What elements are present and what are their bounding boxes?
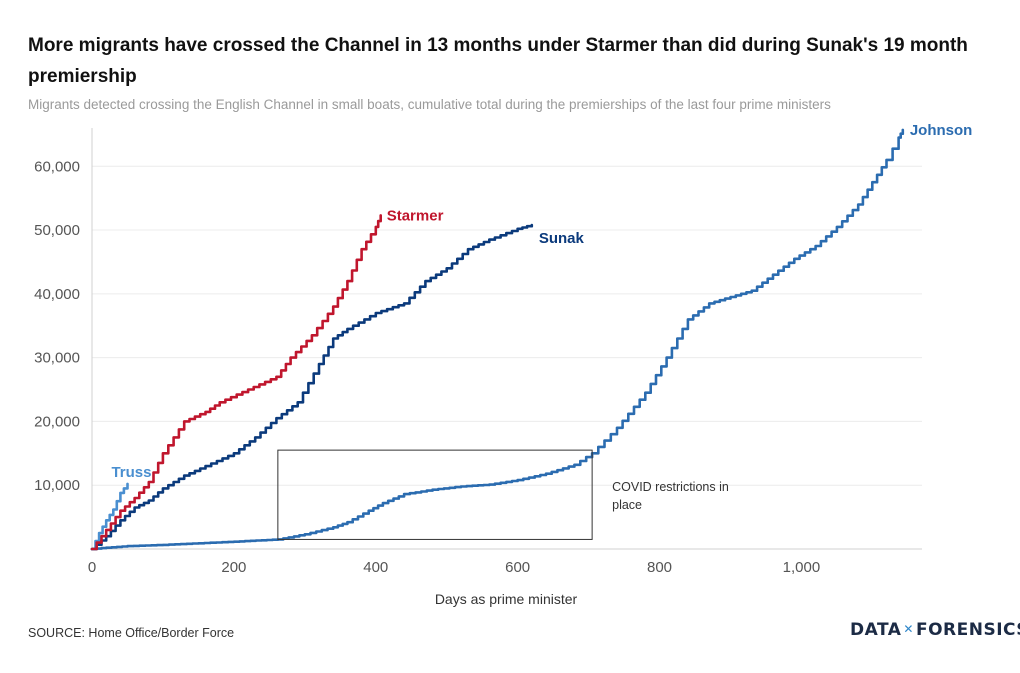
annotation-line-1: COVID restrictions in — [612, 480, 729, 494]
series-label-johnson: Johnson — [910, 122, 973, 139]
brand-x-icon: ✕ — [903, 622, 914, 636]
series-line-truss — [90, 482, 129, 551]
x-axis-label: Days as prime minister — [435, 591, 578, 607]
x-tick-label: 1,000 — [783, 559, 821, 576]
axes: 10,000 20,000 30,000 40,000 50,000 60,000 0 200… — [34, 128, 922, 607]
y-tick-label: 20,000 — [34, 413, 80, 430]
series-label-sunak: Sunak — [539, 230, 585, 247]
covid-annotation-box — [277, 449, 593, 540]
x-tick-label: 0 — [88, 559, 96, 576]
series-label-starmer: Starmer — [387, 207, 444, 224]
brand-right: FORENSICS — [915, 620, 1020, 640]
series-label-truss: Truss — [111, 464, 151, 481]
y-tick-label: 50,000 — [34, 222, 80, 239]
series-lines — [90, 128, 905, 551]
covid-annotation-text: COVID restrictions in place — [612, 480, 729, 512]
y-tick-label: 40,000 — [34, 286, 80, 303]
chart-subtitle: Migrants detected crossing the English C… — [28, 97, 831, 112]
x-tick-label: 200 — [221, 559, 246, 576]
y-tick-label: 10,000 — [34, 477, 80, 494]
brand-left: DATA — [850, 620, 902, 640]
x-tick-label: 600 — [505, 559, 530, 576]
series-line-sunak — [90, 223, 534, 551]
x-tick-label: 800 — [647, 559, 672, 576]
y-tick-label: 30,000 — [34, 350, 80, 367]
series-labels: Johnson Truss Sunak Starmer — [111, 122, 972, 481]
brand-logo: DATA ✕ FORENSICS — [850, 620, 1020, 640]
annotations: COVID restrictions in place — [277, 449, 729, 540]
source-note: SOURCE: Home Office/Border Force — [28, 626, 235, 640]
chart-title: More migrants have crossed the Channel i… — [28, 35, 968, 87]
annotation-line-2: place — [612, 498, 642, 512]
series-line-johnson — [90, 128, 905, 551]
x-tick-label: 400 — [363, 559, 388, 576]
series-line-starmer — [90, 214, 382, 551]
gridlines — [92, 165, 922, 486]
y-tick-label: 60,000 — [34, 158, 80, 175]
